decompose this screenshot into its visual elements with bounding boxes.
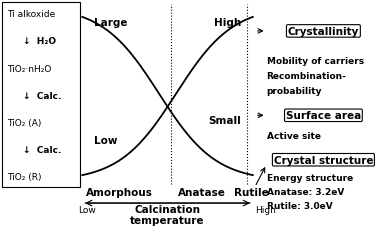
FancyBboxPatch shape bbox=[2, 3, 80, 187]
Text: Surface area: Surface area bbox=[286, 111, 361, 121]
Text: Energy structure: Energy structure bbox=[267, 174, 353, 183]
Text: Ti alkoxide: Ti alkoxide bbox=[7, 10, 56, 19]
Text: Calcination
temperature: Calcination temperature bbox=[130, 204, 205, 225]
Text: ↓  Calc.: ↓ Calc. bbox=[23, 146, 62, 155]
Text: Crystallinity: Crystallinity bbox=[288, 27, 359, 37]
Text: ↓  H₂O: ↓ H₂O bbox=[23, 37, 56, 46]
Text: High: High bbox=[214, 18, 241, 28]
Text: TiO₂ (A): TiO₂ (A) bbox=[7, 118, 42, 127]
Text: TiO₂·nH₂O: TiO₂·nH₂O bbox=[7, 64, 52, 73]
Text: Rutile: Rutile bbox=[234, 187, 268, 197]
Text: Low: Low bbox=[78, 205, 96, 214]
Text: High: High bbox=[255, 205, 276, 214]
Text: Recombination-: Recombination- bbox=[267, 72, 347, 81]
Text: Rutile: 3.0eV: Rutile: 3.0eV bbox=[267, 201, 332, 210]
Text: probability: probability bbox=[267, 86, 322, 95]
Text: Amorphous: Amorphous bbox=[86, 187, 153, 197]
Text: Crystal structure: Crystal structure bbox=[274, 155, 373, 165]
Text: TiO₂ (R): TiO₂ (R) bbox=[7, 173, 42, 182]
Text: Small: Small bbox=[208, 115, 241, 125]
Text: Large: Large bbox=[94, 18, 127, 28]
Text: Active site: Active site bbox=[267, 132, 321, 141]
Text: ↓  Calc.: ↓ Calc. bbox=[23, 91, 62, 100]
Text: Mobility of carriers: Mobility of carriers bbox=[267, 57, 364, 66]
Text: Anatase: 3.2eV: Anatase: 3.2eV bbox=[267, 187, 344, 196]
Text: Low: Low bbox=[94, 136, 118, 146]
Text: Anatase: Anatase bbox=[178, 187, 226, 197]
